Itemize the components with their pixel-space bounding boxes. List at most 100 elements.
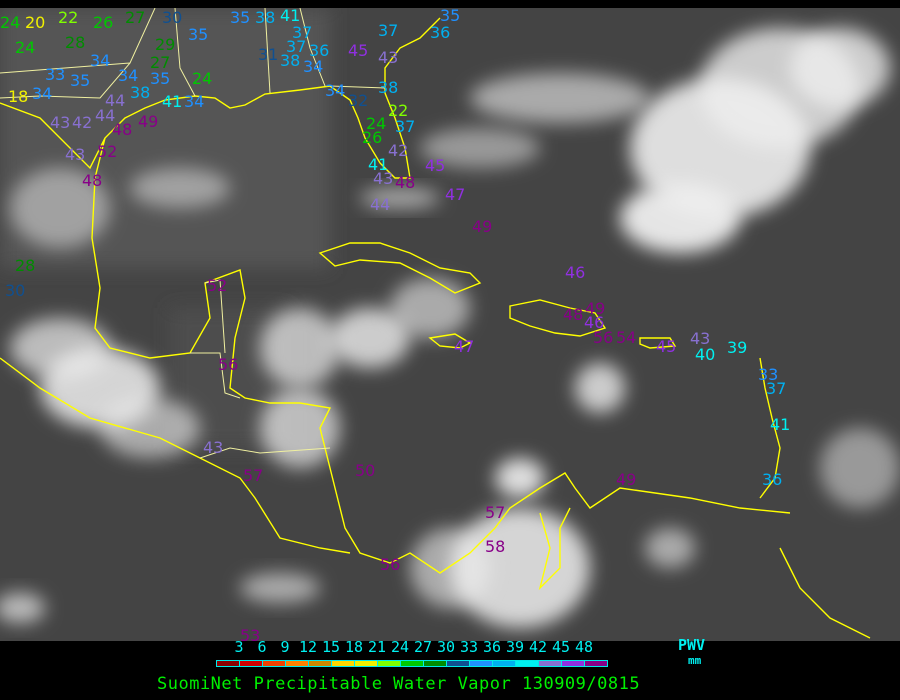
map-title: SuomiNet Precipitable Water Vapor 130909… xyxy=(157,674,641,694)
coastline xyxy=(759,357,781,499)
legend-tick: 21 xyxy=(367,638,387,656)
color-bar-cell xyxy=(469,660,493,667)
color-bar-cell xyxy=(515,660,539,667)
legend-tick: 15 xyxy=(321,638,341,656)
color-bar-cell xyxy=(377,660,401,667)
station-pwv-label: 34 xyxy=(325,81,345,100)
cloud xyxy=(820,428,900,508)
station-pwv-label: 24 xyxy=(366,114,386,133)
color-bar-cell xyxy=(308,660,332,667)
color-bar-cell xyxy=(446,660,470,667)
station-pwv-label: 37 xyxy=(395,117,415,136)
station-pwv-label: 35 xyxy=(150,69,170,88)
station-pwv-label: 24 xyxy=(15,38,35,57)
legend-tick: 27 xyxy=(413,638,433,656)
station-pwv-label: 24 xyxy=(0,13,20,32)
coastline xyxy=(509,299,607,337)
coastline xyxy=(318,242,482,294)
cloud xyxy=(410,528,490,608)
color-bar-cell xyxy=(423,660,447,667)
station-pwv-label: 38 xyxy=(280,51,300,70)
station-pwv-label: 48 xyxy=(563,305,583,324)
station-pwv-label: 24 xyxy=(192,69,212,88)
station-pwv-label: 41 xyxy=(770,415,790,434)
station-pwv-label: 44 xyxy=(95,106,115,125)
coastline xyxy=(779,547,871,639)
station-pwv-label: 41 xyxy=(280,8,300,25)
station-pwv-label: 38 xyxy=(130,83,150,102)
station-pwv-label: 45 xyxy=(348,41,368,60)
station-pwv-label: 34 xyxy=(184,92,204,111)
political-border xyxy=(299,8,326,87)
legend-tick: 48 xyxy=(574,638,594,656)
legend-tick: 42 xyxy=(528,638,548,656)
station-pwv-label: 41 xyxy=(162,92,182,111)
station-pwv-label: 37 xyxy=(286,37,306,56)
station-pwv-label: 35 xyxy=(440,8,460,25)
station-pwv-label: 41 xyxy=(368,155,388,174)
pwv-legend: 3 6 9 12 15 18 21 24 27 30 33 36 39 42 45 48 PWV mm Suo… xyxy=(0,637,900,700)
station-pwv-label: 45 xyxy=(425,156,445,175)
station-pwv-label: 57 xyxy=(485,503,505,522)
political-border xyxy=(204,279,226,354)
station-pwv-label: 56 xyxy=(593,328,613,347)
station-pwv-label: 37 xyxy=(292,23,312,42)
station-pwv-label: 58 xyxy=(485,537,505,556)
cloud xyxy=(260,388,340,468)
station-pwv-label: 22 xyxy=(58,8,78,27)
cloud xyxy=(130,168,230,208)
station-pwv-label: 39 xyxy=(727,338,747,357)
cloud xyxy=(790,28,890,108)
color-bar-cell xyxy=(492,660,516,667)
legend-tick: 3 xyxy=(234,638,244,656)
color-bar-cell xyxy=(216,660,240,667)
station-pwv-label: 37 xyxy=(766,379,786,398)
station-pwv-label: 43 xyxy=(690,329,710,348)
cloud xyxy=(330,308,410,368)
political-border xyxy=(190,352,241,399)
color-bar-cell xyxy=(400,660,424,667)
color-bar-cell xyxy=(239,660,263,667)
station-pwv-label: 26 xyxy=(362,128,382,147)
color-bar-cell xyxy=(331,660,355,667)
station-pwv-label: 38 xyxy=(255,8,275,27)
station-pwv-label: 28 xyxy=(65,33,85,52)
station-pwv-label: 35 xyxy=(188,25,208,44)
station-pwv-label: 43 xyxy=(378,48,398,67)
station-pwv-label: 26 xyxy=(93,13,113,32)
station-pwv-label: 34 xyxy=(303,57,323,76)
coastline xyxy=(428,333,472,349)
station-pwv-label: 35 xyxy=(70,71,90,90)
legend-tick: 12 xyxy=(298,638,318,656)
station-pwv-label: 40 xyxy=(695,345,715,364)
station-pwv-label: 44 xyxy=(105,91,125,110)
legend-tick: 33 xyxy=(459,638,479,656)
station-pwv-label: 34 xyxy=(32,84,52,103)
coastline xyxy=(0,357,351,554)
cloud xyxy=(100,398,200,458)
legend-tick: 6 xyxy=(257,638,267,656)
color-bar-cell xyxy=(538,660,562,667)
station-pwv-label: 36 xyxy=(430,23,450,42)
color-bar-cell xyxy=(584,660,608,667)
cloud xyxy=(645,528,695,568)
station-pwv-label: 43 xyxy=(65,145,85,164)
station-pwv-label: 49 xyxy=(616,470,636,489)
station-pwv-label: 47 xyxy=(454,337,474,356)
station-pwv-label: 43 xyxy=(50,113,70,132)
color-bar-cell xyxy=(285,660,309,667)
station-pwv-label: 30 xyxy=(162,8,182,27)
station-pwv-label: 29 xyxy=(155,35,175,54)
legend-tick: 24 xyxy=(390,638,410,656)
station-pwv-label: 33 xyxy=(45,65,65,84)
legend-tick: 39 xyxy=(505,638,525,656)
legend-label: PWV xyxy=(678,636,706,654)
station-pwv-label: 18 xyxy=(8,87,28,106)
station-pwv-label: 49 xyxy=(138,112,158,131)
political-border xyxy=(174,8,196,97)
legend-tick: 18 xyxy=(344,638,364,656)
coastline xyxy=(91,137,791,574)
cloud xyxy=(420,128,540,168)
